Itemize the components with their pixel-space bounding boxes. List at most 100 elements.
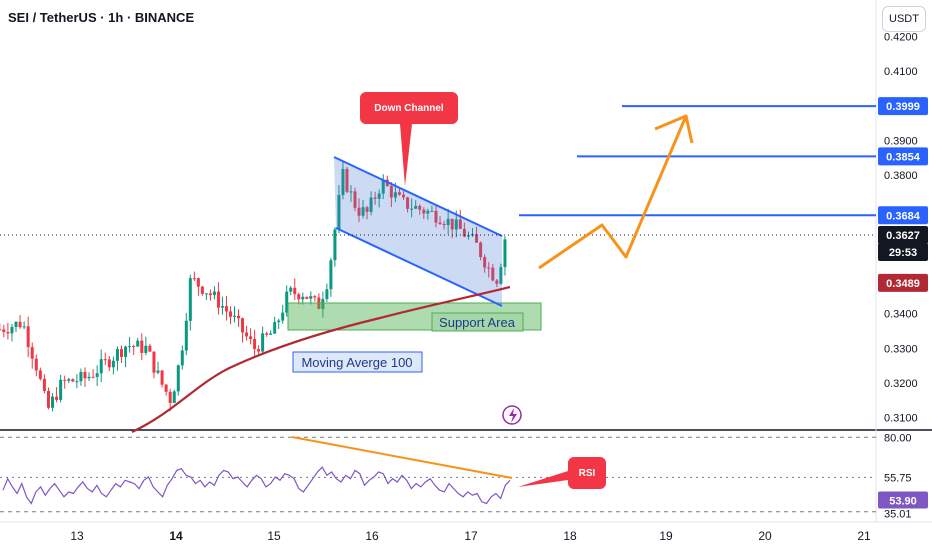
candle-body: [337, 194, 341, 230]
candle-body: [418, 205, 422, 210]
time-tick-label: 18: [563, 529, 577, 543]
candle-body: [30, 347, 34, 359]
candle-body: [249, 336, 253, 340]
candle-body: [479, 242, 483, 258]
candle-body: [357, 207, 361, 216]
candle-body: [46, 390, 50, 408]
price-label-text: 0.3854: [886, 151, 921, 163]
candle-body: [107, 359, 111, 368]
candle-body: [462, 228, 466, 237]
candle-body: [0, 329, 2, 331]
candle-body: [176, 365, 180, 392]
candle-body: [345, 168, 349, 192]
candle-body: [120, 349, 124, 357]
candle-body: [458, 219, 462, 229]
candle-body: [277, 320, 281, 323]
candle-body: [79, 371, 83, 382]
candle-body: [51, 396, 55, 408]
candle-body: [393, 192, 397, 198]
candle-body: [26, 326, 30, 348]
candle-body: [491, 267, 495, 281]
candle-body: [499, 267, 503, 284]
candle-body: [483, 257, 487, 268]
price-tick-label: 0.4100: [884, 66, 918, 78]
rsi-line: [2, 466, 511, 505]
candle-body: [377, 193, 381, 199]
candle-body: [438, 222, 442, 224]
candle-body: [14, 321, 18, 327]
candle-body: [164, 384, 168, 392]
candle-body: [22, 326, 26, 328]
candle-body: [422, 209, 426, 214]
price-tick-label: 0.3900: [884, 135, 918, 147]
candle-body: [152, 351, 156, 373]
candle-body: [475, 234, 479, 243]
rsi-value-label: 53.90: [889, 495, 917, 507]
candle-body: [18, 321, 22, 328]
price-label-badge: [878, 243, 928, 262]
candle-body: [281, 312, 285, 321]
candle-body: [365, 207, 369, 212]
down-channel-upper-line: [333, 156, 503, 237]
candle-body: [87, 376, 91, 379]
candle-body: [237, 315, 241, 319]
candle-body: [75, 381, 79, 383]
candle-body: [450, 218, 454, 230]
candle-body: [180, 350, 184, 366]
price-label-badge: [878, 97, 928, 116]
candle-body: [67, 379, 71, 381]
price-label-badge: [878, 206, 928, 225]
projection-path: [538, 115, 688, 270]
candle-body: [495, 280, 499, 284]
down-channel-lower-line: [335, 227, 503, 307]
candle-body: [115, 349, 119, 361]
candle-body: [172, 391, 176, 403]
candle-body: [59, 379, 63, 400]
candle-body: [156, 370, 160, 373]
candle-body: [124, 346, 128, 357]
price-label-text: 29:53: [889, 247, 917, 259]
candle-body: [103, 359, 107, 361]
rsi-tick-label: 35.01: [884, 509, 912, 521]
candle-body: [204, 293, 208, 295]
candle-body: [224, 306, 228, 312]
rsi-divergence-line: [291, 436, 513, 479]
price-label-text: 0.3999: [886, 101, 920, 113]
candle-body: [349, 191, 353, 193]
candle-body: [289, 287, 293, 292]
time-tick-label: 13: [70, 529, 84, 543]
candle-body: [397, 192, 401, 195]
time-tick-label: 21: [857, 529, 871, 543]
symbol-title: SEI / TetherUS · 1h · BINANCE: [8, 10, 195, 25]
candle-body: [373, 197, 377, 199]
candle-body: [446, 218, 450, 226]
candle-body: [257, 349, 261, 352]
candle-body: [241, 318, 245, 333]
candle-body: [38, 370, 42, 379]
time-tick-label: 14: [169, 529, 183, 543]
candle-body: [285, 291, 289, 313]
candle-body: [410, 208, 414, 210]
time-tick-label: 15: [267, 529, 281, 543]
candle-body: [55, 396, 59, 400]
rsi-callout: [518, 457, 606, 489]
price-label-badge: [878, 147, 928, 166]
currency-button[interactable]: USDT: [882, 6, 926, 32]
down-channel-fill: [334, 157, 502, 306]
candle-body: [269, 333, 273, 335]
candle-body: [10, 326, 14, 334]
ma-label-box: [292, 351, 423, 373]
price-tick-label: 0.3800: [884, 170, 918, 182]
price-label-text: 0.3627: [886, 230, 920, 242]
candle-body: [321, 299, 325, 309]
projection-arrowhead: [654, 114, 694, 144]
candle-body: [402, 194, 406, 198]
candle-body: [99, 359, 103, 374]
candle-body: [71, 379, 75, 382]
rsi-callout-label: RSI: [579, 468, 596, 479]
candle-body: [95, 373, 99, 377]
candle-body: [442, 223, 446, 226]
candle-body: [466, 235, 470, 237]
candle-body: [369, 197, 373, 212]
